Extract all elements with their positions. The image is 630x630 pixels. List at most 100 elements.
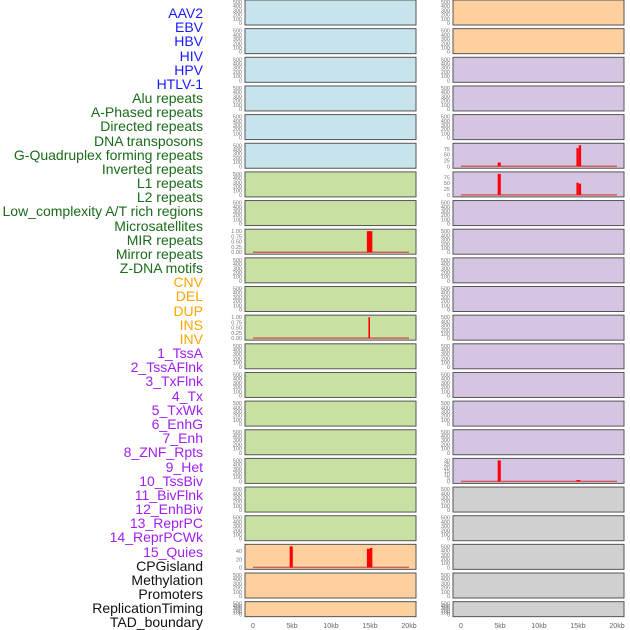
y-tick-label: 100 [233,74,242,80]
y-tick-label: 200 [233,414,242,420]
track-panel [244,0,417,26]
y-tick-label: 0 [447,50,450,56]
y-tick-label: 0 [447,594,450,600]
y-tick-label: 0 [239,78,242,84]
y-tick-label: 100 [441,361,450,367]
legend-label: 1_TssA [157,345,203,362]
y-tick-label: 200 [233,356,242,362]
y-tick-label: 0 [447,136,450,142]
y-tick-label: 500 [233,201,242,207]
y-tick-label: 100 [233,504,242,510]
legend-label: Inverted repeats [101,160,203,177]
y-tick-label: 200 [233,13,242,19]
y-tick-label: 100 [441,131,450,137]
y-tick-label: 400 [233,348,242,354]
y-tick-label: 100 [441,103,450,109]
track-panel [452,28,625,55]
legend-label: G-Quadruplex forming repeats [13,146,203,163]
y-tick-label: 300 [441,37,450,43]
legend-label: Low_complexity A/T rich regions [2,203,204,220]
y-tick-label: 30 [444,458,450,464]
legend-label: 9_Het [165,458,203,475]
y-tick-label: 300 [441,94,450,100]
y-tick-label: 0 [239,193,242,199]
y-tick-label: 500 [233,372,242,378]
y-tick-label: 300 [441,495,450,501]
y-tick-label: 400 [441,377,450,383]
y-tick-label: 100 [233,418,242,424]
y-tick-label: 500 [233,516,242,522]
y-tick-label: 400 [441,291,450,297]
y-tick-label: 500 [233,143,242,149]
y-tick-label: 0 [239,594,242,600]
legend-label: DUP [173,302,203,319]
signal-bar [370,547,373,568]
y-tick-label: 300 [441,606,450,612]
y-tick-label: 300 [233,37,242,43]
y-tick-label: 200 [233,528,242,534]
track-panel [452,200,625,227]
y-tick-label: 300 [233,180,242,186]
y-tick-label: 300 [233,8,242,14]
y-tick-label: 0 [239,479,242,485]
y-tick-label: 500 [441,258,450,264]
track-panel [452,400,625,427]
y-tick-label: 400 [441,90,450,96]
y-tick-label: 400 [441,62,450,68]
y-tick-label: 0 [239,451,242,457]
y-tick-label: 0 [447,451,450,457]
y-tick-label: 400 [233,434,242,440]
y-tick-label: 400 [233,176,242,182]
y-tick-label: 0.75 [231,234,242,240]
y-tick-label: 200 [441,414,450,420]
y-tick-label: 300 [441,8,450,14]
y-tick-label: 0 [239,613,242,619]
y-tick-label: 500 [441,573,450,579]
track-panel [244,228,417,255]
y-tick-label: 200 [441,213,450,219]
legend-label: Methylation [131,571,203,588]
legend-label: 14_ReprPCWk [109,529,203,546]
y-tick-label: 300 [233,581,242,587]
y-tick-label: 400 [233,147,242,153]
signal-bar [578,145,582,167]
signal-bar [578,183,582,195]
legend-label: HIV [179,47,203,64]
x-tick-label: 0 [251,623,255,630]
y-tick-label: 100 [233,590,242,596]
track-panel [452,85,625,112]
y-tick-label: 100 [233,103,242,109]
track-panel [452,601,625,618]
y-tick-label: 500 [233,29,242,35]
legend-label: 4_Tx [171,387,203,404]
y-tick-label: 500 [233,344,242,350]
y-tick-label: 200 [441,70,450,76]
y-tick-label: 300 [233,209,242,215]
y-tick-label: 100 [441,533,450,539]
y-tick-label: 200 [441,608,450,614]
y-tick-label: 100 [233,217,242,223]
y-tick-label: 0.50 [231,326,242,332]
y-tick-label: 0 [447,279,450,285]
y-tick-label: 500 [441,29,450,35]
y-tick-label: 300 [441,381,450,387]
y-tick-label: 0 [447,393,450,399]
y-tick-label: 400 [441,405,450,411]
y-tick-label: 200 [233,471,242,477]
signal-bar [576,480,581,482]
y-tick-label: 400 [233,291,242,297]
y-tick-label: 500 [441,401,450,407]
legend-label: MIR repeats [126,231,203,248]
legend-label: Promoters [138,586,203,603]
y-tick-label: 200 [441,356,450,362]
y-tick-label: 100 [441,275,450,281]
y-tick-label: 100 [441,590,450,596]
y-tick-label: 100 [233,45,242,51]
y-tick-label: 300 [441,352,450,358]
y-tick-label: 200 [233,127,242,133]
track-panel [244,457,417,484]
y-tick-label: 400 [233,377,242,383]
legend-label: A-Phased repeats [90,104,203,121]
track-panel [244,543,417,570]
y-tick-label: 500 [441,544,450,550]
